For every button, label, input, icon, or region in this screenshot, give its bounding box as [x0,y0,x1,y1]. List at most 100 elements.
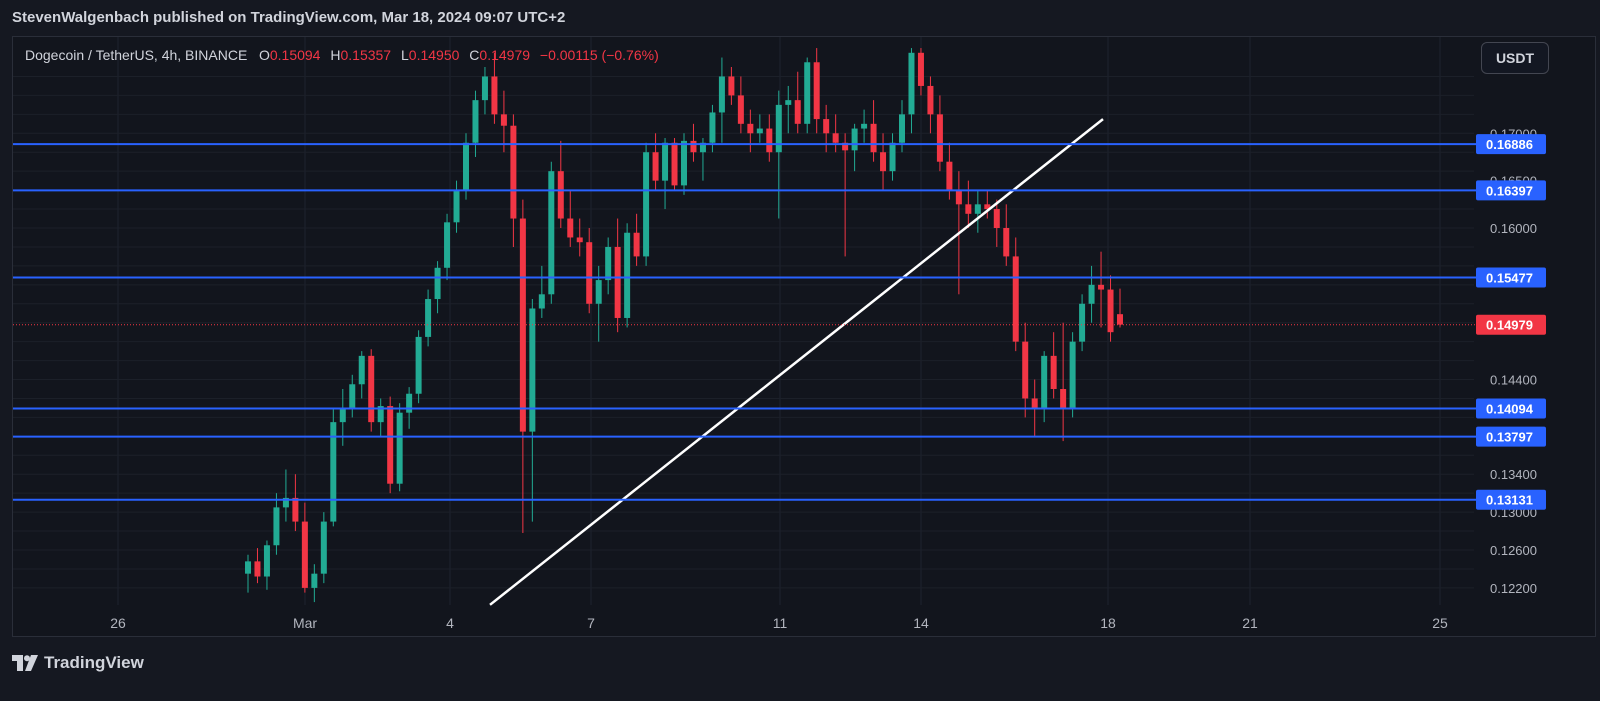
trendline [489,118,1104,606]
candle-body [794,100,801,124]
low-label: L [400,47,409,63]
level-badge [1476,426,1546,447]
candle-body [254,561,261,577]
candle-body [1050,355,1057,389]
brand-name: TradingView [44,653,144,672]
level-badge [1476,489,1546,510]
candle-body [851,128,858,151]
candle-body [1041,355,1048,408]
candle-body [927,85,934,115]
candle-body [813,62,820,120]
candle-body [652,152,659,181]
candle-body [292,497,299,522]
candle-body [1031,398,1038,408]
candle-body [1117,314,1123,325]
tradingview-logo-icon [12,655,38,671]
close-value: 0.14979 [479,47,531,63]
candle-body [472,100,479,143]
candle-body [1107,289,1114,333]
candle-body [899,114,905,143]
candle-body [263,545,270,577]
x-tick-label: 18 [1100,615,1116,631]
candle-body [586,242,593,304]
candle-body [463,142,469,191]
change-value: −0.00115 (−0.76%) [539,47,659,63]
candle-body [349,384,356,408]
level-badge-label: 0.14094 [1486,402,1534,417]
candle-body [387,406,394,484]
high-label: H [330,47,341,63]
open-value: 0.15094 [269,47,321,63]
ohlc-legend: Dogecoin / TetherUS, 4h, BINANCE O0.1509… [25,47,659,63]
candle-body [377,406,384,423]
level-badge-label: 0.15477 [1486,271,1533,286]
y-tick-label: 0.16000 [1490,221,1537,236]
candle-body [908,52,915,115]
candle-body [633,232,640,257]
candle-body [1069,341,1076,408]
candle-body [491,76,498,115]
low-value: 0.14950 [408,47,460,63]
y-tick-label: 0.12200 [1490,581,1537,596]
candle-body [785,100,792,105]
current-price-badge [1476,314,1546,335]
candle-body [984,204,991,210]
candle-body [567,218,574,238]
candle-body [406,393,413,413]
close-label: C [469,47,480,63]
tradingview-brand[interactable]: TradingView [12,653,144,673]
candle-body [481,76,488,101]
candle-body [595,280,602,304]
candle-body [1022,341,1029,399]
candle-body [1079,303,1086,342]
candle-body [605,246,612,281]
candle-body [861,123,868,129]
candle-body [681,140,687,186]
candle-body [993,209,1000,228]
x-tick-label: 21 [1242,615,1258,631]
candle-body [500,114,507,126]
candle-body [301,521,308,588]
y-tick-label: 0.12600 [1490,543,1537,558]
candle-body [889,142,896,172]
candle-body [415,336,422,394]
candle-body [671,142,678,186]
candle-body [766,128,773,153]
candle-body [718,76,725,113]
candles-group [245,48,1123,603]
level-badge-label: 0.13797 [1486,430,1533,445]
candle-body [870,123,877,153]
candle-body [832,133,839,143]
level-badge-label: 0.13131 [1486,493,1533,508]
candle-body [880,152,887,172]
candle-body [728,76,735,96]
candle-body [842,142,849,151]
x-tick-label: 11 [773,615,788,631]
candle-body [330,422,337,522]
currency-button[interactable]: USDT [1481,42,1549,74]
x-tick-label: 25 [1432,615,1448,631]
symbol-label[interactable]: Dogecoin / TetherUS, 4h, BINANCE [25,47,248,63]
candle-body [358,355,365,385]
candle-body [529,308,536,432]
candle-body [453,190,460,223]
candle-body [557,171,564,219]
x-tick-label: 14 [913,615,929,631]
top-bar: StevenWalgenbach published on TradingVie… [0,0,1600,36]
level-badge [1476,267,1546,288]
candle-body [519,218,526,432]
y-tick-label: 0.13400 [1490,467,1537,482]
candle-body [434,267,441,300]
candle-body [425,299,432,337]
level-badge-label: 0.16886 [1486,137,1533,152]
candle-body [747,123,754,134]
candle-body [273,507,280,546]
candle-body [1003,228,1010,257]
candle-body [368,355,375,423]
candle-body [1012,256,1019,342]
candle-body [643,152,650,257]
x-tick-label: 4 [446,615,454,631]
candle-body [737,95,744,124]
x-tick-label: Mar [293,615,317,631]
